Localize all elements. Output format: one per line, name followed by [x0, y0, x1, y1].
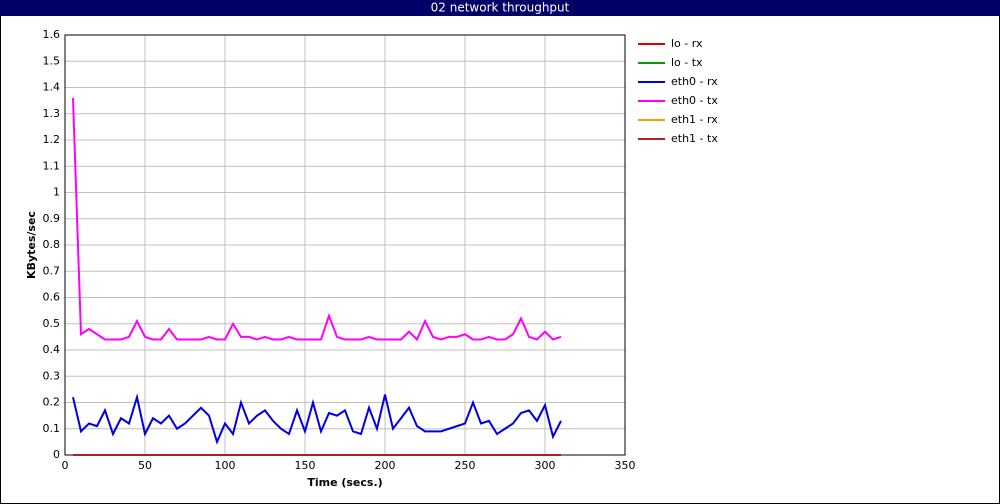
y-tick-label: 0.1: [43, 422, 61, 435]
series-line: [72, 97, 562, 342]
y-tick-label: 0.6: [43, 291, 61, 304]
legend-label: eth0 - tx: [671, 94, 718, 107]
y-tick-label: 0.3: [43, 369, 61, 382]
y-tick-label: 1.5: [43, 54, 61, 67]
x-tick-label: 200: [375, 459, 396, 472]
y-tick-label: 1: [53, 186, 60, 199]
y-tick-label: 0.9: [43, 212, 61, 225]
x-tick-label: 50: [138, 459, 152, 472]
y-tick-label: 0.2: [43, 396, 61, 409]
x-tick-label: 100: [215, 459, 236, 472]
title-bar: [0, 0, 1000, 16]
x-axis-label: Time (secs.): [307, 476, 382, 489]
legend-label: eth1 - rx: [671, 113, 718, 126]
legend-label: lo - rx: [671, 37, 703, 50]
y-tick-label: 1.2: [43, 133, 61, 146]
chart-title: 02 network throughput: [431, 1, 570, 15]
x-tick-label: 300: [535, 459, 556, 472]
y-tick-label: 0.5: [43, 317, 61, 330]
y-axis-label: KBytes/sec: [25, 211, 38, 279]
x-tick-label: 350: [615, 459, 636, 472]
series-line: [72, 393, 562, 445]
legend-label: lo - tx: [671, 56, 703, 69]
legend-label: eth1 - tx: [671, 132, 718, 145]
y-tick-label: 0.8: [43, 238, 61, 251]
y-tick-label: 1.1: [43, 159, 61, 172]
y-tick-label: 0.4: [43, 343, 61, 356]
y-tick-label: 1.4: [43, 81, 61, 94]
x-tick-label: 250: [455, 459, 476, 472]
y-tick-label: 0: [53, 448, 60, 461]
y-tick-label: 0.7: [43, 264, 61, 277]
x-tick-label: 150: [295, 459, 316, 472]
legend-label: eth0 - rx: [671, 75, 718, 88]
x-tick-label: 0: [62, 459, 69, 472]
y-tick-label: 1.3: [43, 107, 61, 120]
y-tick-label: 1.6: [43, 28, 61, 41]
